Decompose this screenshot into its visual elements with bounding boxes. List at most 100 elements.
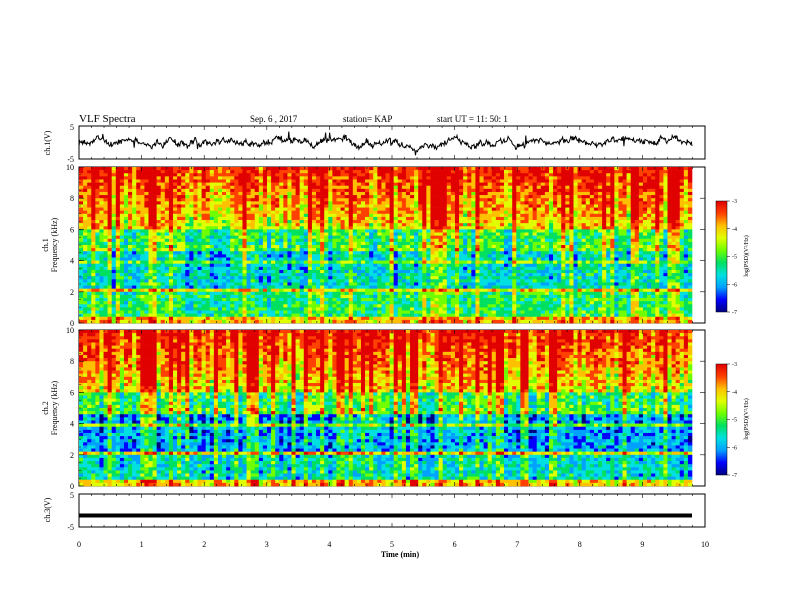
spectrogram-cell	[123, 232, 129, 236]
spectrogram-cell	[177, 176, 182, 180]
spectrogram-cell	[438, 198, 444, 202]
spectrogram-cell	[311, 195, 317, 199]
spectrogram-cell	[266, 245, 272, 249]
spectrogram-cell	[532, 248, 538, 252]
spectrogram-cell	[516, 213, 521, 218]
spectrogram-cell	[107, 257, 112, 261]
spectrogram-cell	[622, 248, 627, 252]
spectrogram-cell	[287, 179, 292, 183]
spectrogram-cell	[217, 223, 223, 227]
spectrogram-cell	[360, 235, 366, 240]
spectrogram-cell	[647, 226, 652, 230]
spectrogram-cell	[499, 182, 505, 187]
spectrogram-cell	[528, 248, 533, 252]
spectrogram-cell	[377, 220, 382, 224]
spectrogram-cell	[483, 182, 488, 187]
spectrogram-cell	[683, 248, 689, 252]
spectrogram-cell	[642, 241, 648, 246]
spectrogram-cell	[454, 251, 460, 255]
spectrogram-cell	[213, 188, 219, 193]
spectrogram-cell	[189, 173, 194, 177]
spectrogram-cell	[119, 216, 125, 221]
spectrogram-cell	[524, 241, 529, 246]
spectrogram-cell	[634, 191, 640, 196]
spectrogram-cell	[365, 229, 370, 233]
spectrogram-cell	[426, 266, 431, 271]
spectrogram-cell	[385, 260, 390, 265]
spectrogram-cell	[283, 245, 288, 249]
spectrogram-cell	[647, 185, 652, 190]
spectrogram-cell	[266, 204, 272, 208]
spectrogram-cell	[487, 254, 493, 258]
spectrogram-cell	[132, 245, 137, 249]
spectrogram-cell	[397, 216, 403, 221]
spectrogram-cell	[201, 207, 206, 211]
spectrogram-cell	[119, 220, 125, 224]
spectrogram-cell	[230, 216, 235, 221]
spectrogram-cell	[164, 248, 170, 252]
spectrogram-cell	[193, 210, 198, 215]
spectrogram-cell	[320, 201, 325, 205]
spectrogram-cell	[91, 201, 96, 205]
spectrogram-cell	[598, 207, 603, 211]
spectrogram-cell	[426, 232, 431, 236]
spectrogram-cell	[311, 266, 317, 271]
spectrogram-cell	[414, 167, 419, 171]
spectrogram-cell	[152, 198, 157, 202]
spectrogram-cell	[663, 263, 668, 268]
spectrogram-cell	[111, 241, 117, 246]
spectrogram-cell	[528, 223, 533, 227]
spectrogram-cell	[352, 170, 358, 174]
spectrogram-cell	[557, 248, 562, 252]
spectrogram-cell	[234, 254, 239, 258]
spectrogram-cell	[528, 235, 533, 240]
spectrogram-cell	[581, 241, 587, 246]
spectrogram-cell	[287, 170, 292, 174]
spectrogram-cell	[128, 176, 133, 180]
spectrogram-cell	[642, 226, 648, 230]
spectrogram-cell	[279, 232, 284, 236]
spectrogram-cell	[332, 216, 337, 221]
spectrogram-cell	[426, 213, 431, 218]
spectrogram-cell	[577, 176, 582, 180]
spectrogram-cell	[540, 195, 546, 199]
spectrogram-cell	[598, 254, 603, 258]
spectrogram-cell	[348, 241, 354, 246]
spectrogram-cell	[479, 220, 484, 224]
spectrogram-cell	[553, 232, 558, 236]
spectrogram-cell	[189, 182, 194, 187]
spectrogram-cell	[168, 207, 174, 211]
spectrogram-cell	[83, 210, 88, 215]
spectrogram-cell	[422, 241, 427, 246]
spectrogram-cell	[99, 241, 104, 246]
spectrogram-cell	[442, 238, 448, 243]
spectrogram-cell	[422, 216, 427, 221]
spectrogram-cell	[450, 170, 456, 174]
spectrogram-cell	[410, 188, 415, 193]
spectrogram-cell	[266, 266, 272, 271]
spectrogram-cell	[164, 260, 170, 265]
spectrogram-cell	[79, 213, 84, 218]
spectrogram-cell	[393, 179, 399, 183]
spectrogram-cell	[144, 176, 149, 180]
spectrogram-cell	[111, 251, 117, 255]
spectrogram-cell	[299, 220, 305, 224]
spectrogram-cell	[454, 220, 460, 224]
spectrogram-cell	[647, 204, 652, 208]
spectrogram-cell	[667, 176, 672, 180]
spectrogram-cell	[262, 251, 268, 255]
spectrogram-cell	[622, 235, 627, 240]
spectrogram-cell	[548, 191, 554, 196]
spectrogram-cell	[287, 235, 292, 240]
spectrogram-cell	[602, 195, 607, 199]
spectrogram-cell	[136, 266, 141, 271]
spectrogram-cell	[450, 179, 456, 183]
spectrogram-cell	[107, 195, 112, 199]
spectrogram-cell	[438, 235, 444, 240]
spectrogram-cell	[593, 170, 599, 174]
spectrogram-cell	[561, 254, 566, 258]
spectrogram-cell	[487, 182, 493, 187]
spectrogram-cell	[275, 204, 280, 208]
spectrogram-cell	[638, 195, 644, 199]
spectrogram-cell	[463, 223, 468, 227]
